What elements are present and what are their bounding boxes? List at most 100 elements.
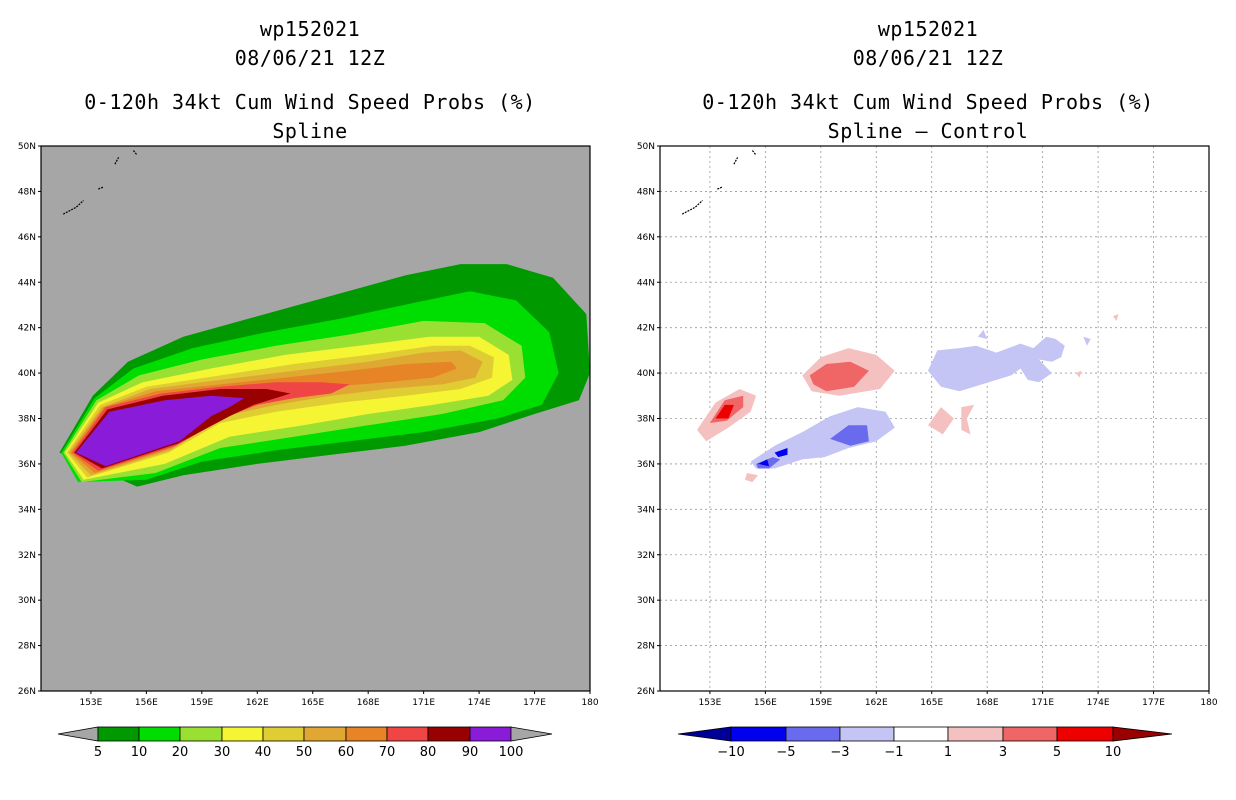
lon-tick-label: 180: [1200, 698, 1217, 708]
colorbar-label: 30: [214, 745, 231, 760]
colorbar-label: 80: [420, 745, 437, 760]
colorbar-band-0: [97, 726, 140, 742]
colorbar-label: 40: [255, 745, 272, 760]
colorbar-label: 3: [999, 745, 1007, 760]
lat-tick-label: 48N: [637, 187, 655, 197]
colorbar-label: 1: [944, 745, 952, 760]
lat-tick-label: 50N: [18, 142, 36, 152]
colorbar-band-9: [469, 726, 512, 742]
colorbar-label: 5: [94, 745, 102, 760]
island-0: [681, 200, 703, 215]
island-1: [98, 186, 105, 190]
colorbar-band-1: [138, 726, 181, 742]
contour-9-level-90: [76, 395, 245, 467]
lon-tick-label: 153E: [79, 698, 102, 708]
colorbar-band-6: [1056, 726, 1114, 742]
contour-14-level--1: [1083, 336, 1091, 346]
contour-12-level--5: [758, 459, 770, 467]
colorbar-label: 70: [379, 745, 396, 760]
colorbar-band-1: [785, 726, 841, 742]
lon-tick-label: 162E: [865, 698, 888, 708]
colorbar-label: −5: [776, 745, 795, 760]
lon-tick-label: 171E: [1031, 698, 1054, 708]
colorbar-band-4: [947, 726, 1004, 742]
colorbar: 5 10 20 30 40 50 60 70 80 90 100: [57, 726, 553, 760]
colorbar-arrow-left: [677, 726, 732, 742]
colorbar-label: 5: [1053, 745, 1061, 760]
contour-6-level-1: [961, 404, 975, 435]
right-panel-title: wp152021 08/06/21 12Z 0-120h 34kt Cum Wi…: [648, 15, 1208, 146]
lat-tick-label: 34N: [637, 505, 655, 515]
plot-area: [59, 150, 590, 487]
colorbar-band-4: [262, 726, 305, 742]
island-0: [62, 200, 84, 215]
map-panel-1: 50N 48N 46N 44N 42N 40N 38N 36N 34N 32N 30N 28N 26N 1…: [18, 142, 599, 760]
island-3: [751, 150, 757, 156]
contour-11-level--5: [774, 448, 788, 458]
datetime-label: 08/06/21 12Z: [234, 46, 386, 70]
lon-tick-label: 153E: [698, 698, 721, 708]
contour-2-level-5: [715, 404, 734, 419]
lat-tick-label: 30N: [18, 596, 36, 606]
colorbar-band-3: [893, 726, 949, 742]
colorbar-band-0: [730, 726, 787, 742]
lat-tick-label: 26N: [637, 687, 655, 697]
contour-7-level-1: [745, 473, 758, 483]
contour-16-level-1: [1112, 314, 1119, 321]
colorbar-arrow-right: [510, 726, 553, 742]
island-2: [733, 157, 739, 165]
map-panel-2: 50N 48N 46N 44N 42N 40N 38N 36N 34N 32N 30N 28N 26N 1…: [637, 142, 1218, 760]
lat-tick-label: 30N: [637, 596, 655, 606]
lat-tick-label: 42N: [18, 324, 36, 334]
lon-tick-label: 159E: [809, 698, 832, 708]
contour-13-level--1: [928, 336, 1065, 392]
colorbar-arrow-left: [57, 726, 99, 742]
chart-title: 0-120h 34kt Cum Wind Speed Probs (%): [702, 90, 1154, 114]
lat-tick-label: 50N: [637, 142, 655, 152]
lat-tick-label: 44N: [637, 278, 655, 288]
lat-tick-label: 36N: [637, 460, 655, 470]
colorbar-label: 10: [131, 745, 148, 760]
lat-tick-label: 42N: [637, 324, 655, 334]
colorbar-band-8: [427, 726, 471, 742]
lat-tick-label: 40N: [18, 369, 36, 379]
colorbar-label: −3: [830, 745, 849, 760]
storm-id-label: wp152021: [259, 17, 361, 41]
colorbar-arrow-right: [1112, 726, 1173, 742]
colorbar-label: 90: [462, 745, 479, 760]
colorbar-band-2: [839, 726, 895, 742]
contour-4-level-3: [809, 361, 869, 392]
plot-area: [660, 146, 1209, 691]
colorbar-band-7: [386, 726, 429, 742]
datetime-label: 08/06/21 12Z: [852, 46, 1004, 70]
lon-tick-label: 159E: [190, 698, 213, 708]
chart-title: 0-120h 34kt Cum Wind Speed Probs (%): [84, 90, 536, 114]
lat-tick-label: 26N: [18, 687, 36, 697]
lon-tick-label: 171E: [412, 698, 435, 708]
contour-5-level-1: [928, 407, 954, 435]
storm-id-label: wp152021: [877, 17, 979, 41]
island-3: [132, 150, 138, 156]
lat-tick-label: 38N: [18, 415, 36, 425]
lon-tick-label: 174E: [468, 698, 491, 708]
colorbar: −10 −5 −3 −1 1 3 5 10: [677, 726, 1173, 760]
lat-tick-label: 36N: [18, 460, 36, 470]
colorbar-band-5: [1002, 726, 1058, 742]
chart-subtitle: Spline: [272, 119, 348, 143]
lon-tick-label: 162E: [246, 698, 269, 708]
contour-17-level-1: [1075, 370, 1082, 378]
lon-tick-label: 156E: [135, 698, 158, 708]
lat-tick-label: 48N: [18, 187, 36, 197]
island-1: [717, 186, 724, 190]
colorbar-label: 20: [172, 745, 189, 760]
left-panel-title: wp152021 08/06/21 12Z 0-120h 34kt Cum Wi…: [30, 15, 590, 146]
lat-tick-label: 28N: [637, 642, 655, 652]
lon-tick-label: 174E: [1087, 698, 1110, 708]
colorbar-label: 10: [1105, 745, 1122, 760]
colorbar-label: 60: [338, 745, 355, 760]
island-2: [114, 157, 120, 165]
lon-tick-label: 168E: [976, 698, 999, 708]
lon-tick-label: 168E: [357, 698, 380, 708]
colorbar-band-2: [179, 726, 223, 742]
